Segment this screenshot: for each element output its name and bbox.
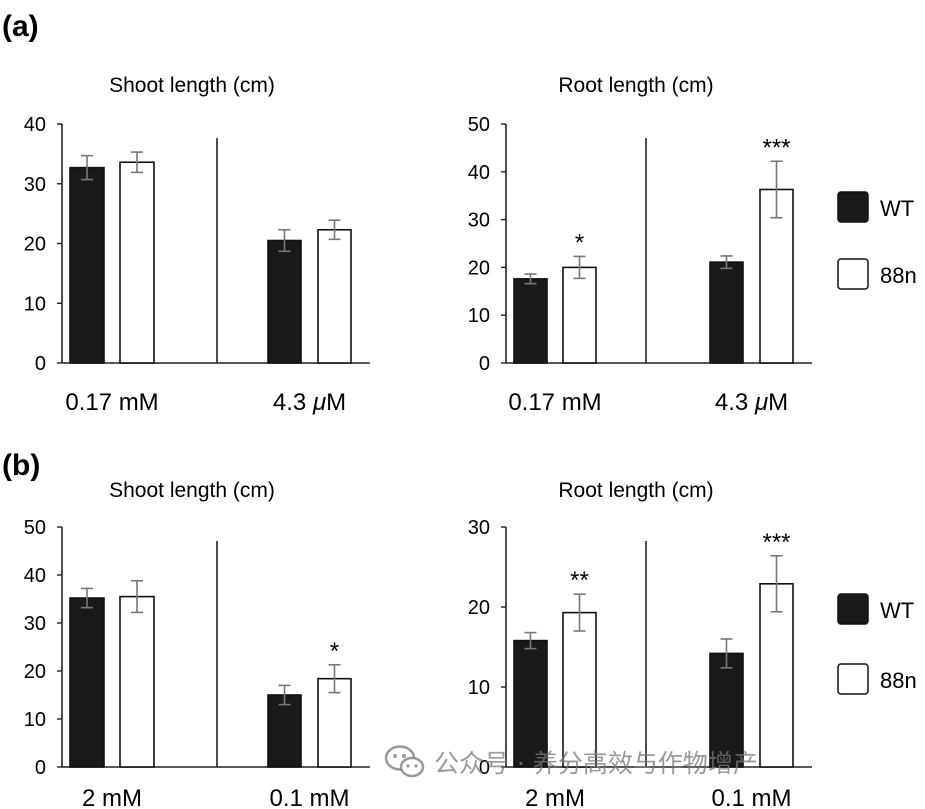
legend-label-88n: 88n — [880, 668, 917, 693]
significance-label: *** — [762, 134, 790, 161]
group-label: 2 mM — [525, 785, 585, 809]
group-label: 4.3 μM — [273, 389, 346, 416]
legend-swatch-wt — [837, 191, 869, 223]
y-tick-label: 20 — [468, 597, 490, 619]
group-label: 2 mM — [82, 785, 142, 809]
y-tick-label: 40 — [468, 162, 490, 184]
root-length-chart-a: Root length (cm) 0 10 20 30 40 50 0.17 mM 4.3 μM… — [468, 74, 812, 416]
bar-88n — [317, 228, 352, 364]
shoot-length-chart-b: Shoot length (cm) 0 10 20 30 40 50 2 mM 0.1 mM * — [24, 479, 370, 809]
legend-swatch-88n — [837, 663, 869, 695]
panel-label-b: (b) — [2, 449, 40, 482]
y-tick-label: 0 — [479, 757, 490, 779]
bar-88n — [119, 161, 155, 364]
group-label: 0.17 mM — [65, 389, 158, 416]
watermark-text: 公众号 · 养分高效与作物增产 — [434, 749, 758, 778]
bar-wt — [69, 166, 105, 364]
group-label: 0.17 mM — [508, 389, 601, 416]
bar-88n — [562, 611, 597, 768]
bar-88n — [562, 266, 597, 364]
y-tick-label: 30 — [24, 613, 46, 635]
shoot-length-chart-a: Shoot length (cm) 0 10 20 30 40 0.17 mM 4.3 μM — [24, 74, 370, 416]
group-label: 0.1 mM — [269, 785, 349, 809]
wechat-icon — [384, 745, 425, 778]
group-label: 0.1 mM — [711, 785, 791, 809]
significance-label: * — [575, 229, 584, 256]
significance-label: ** — [570, 567, 589, 594]
legend-label-wt: WT — [880, 196, 914, 221]
bar-wt — [267, 694, 302, 768]
bar-88n — [119, 595, 155, 768]
y-tick-label: 20 — [468, 257, 490, 279]
legend-label-88n: 88n — [880, 263, 917, 288]
legend-a: WT 88n — [837, 191, 917, 290]
legend-label-wt: WT — [880, 598, 914, 623]
y-tick-label: 40 — [24, 114, 46, 136]
y-tick-label: 10 — [468, 677, 490, 699]
y-tick-label: 10 — [24, 293, 46, 315]
y-tick-label: 20 — [24, 661, 46, 683]
legend-swatch-88n — [837, 258, 869, 290]
chart-title: Root length (cm) — [558, 479, 713, 502]
group-label: 4.3 μM — [715, 389, 788, 416]
chart-title: Shoot length (cm) — [109, 74, 275, 97]
bar-wt — [709, 261, 744, 364]
y-tick-label: 10 — [468, 305, 490, 327]
chart-title: Root length (cm) — [558, 74, 713, 97]
bar-wt — [69, 597, 105, 768]
chart-title: Shoot length (cm) — [109, 479, 275, 502]
y-tick-label: 0 — [35, 757, 46, 779]
bar-wt — [709, 652, 744, 768]
y-tick-label: 30 — [468, 517, 490, 539]
bar-wt — [267, 239, 302, 364]
significance-label: * — [330, 638, 339, 665]
panel-label-a: (a) — [2, 10, 39, 43]
bar-wt — [513, 639, 548, 768]
watermark: 公众号 · 养分高效与作物增产 — [384, 740, 758, 784]
y-tick-label: 50 — [24, 517, 46, 539]
y-tick-label: 0 — [35, 353, 46, 375]
y-tick-label: 30 — [24, 174, 46, 196]
legend-swatch-wt — [837, 593, 869, 625]
y-tick-label: 10 — [24, 709, 46, 731]
y-tick-label: 40 — [24, 565, 46, 587]
y-tick-label: 20 — [24, 234, 46, 256]
bar-wt — [513, 278, 548, 364]
legend-b: WT 88n — [837, 593, 917, 695]
significance-label: *** — [762, 529, 790, 556]
y-tick-label: 30 — [468, 210, 490, 232]
y-tick-label: 0 — [479, 353, 490, 375]
y-tick-label: 50 — [468, 114, 490, 136]
